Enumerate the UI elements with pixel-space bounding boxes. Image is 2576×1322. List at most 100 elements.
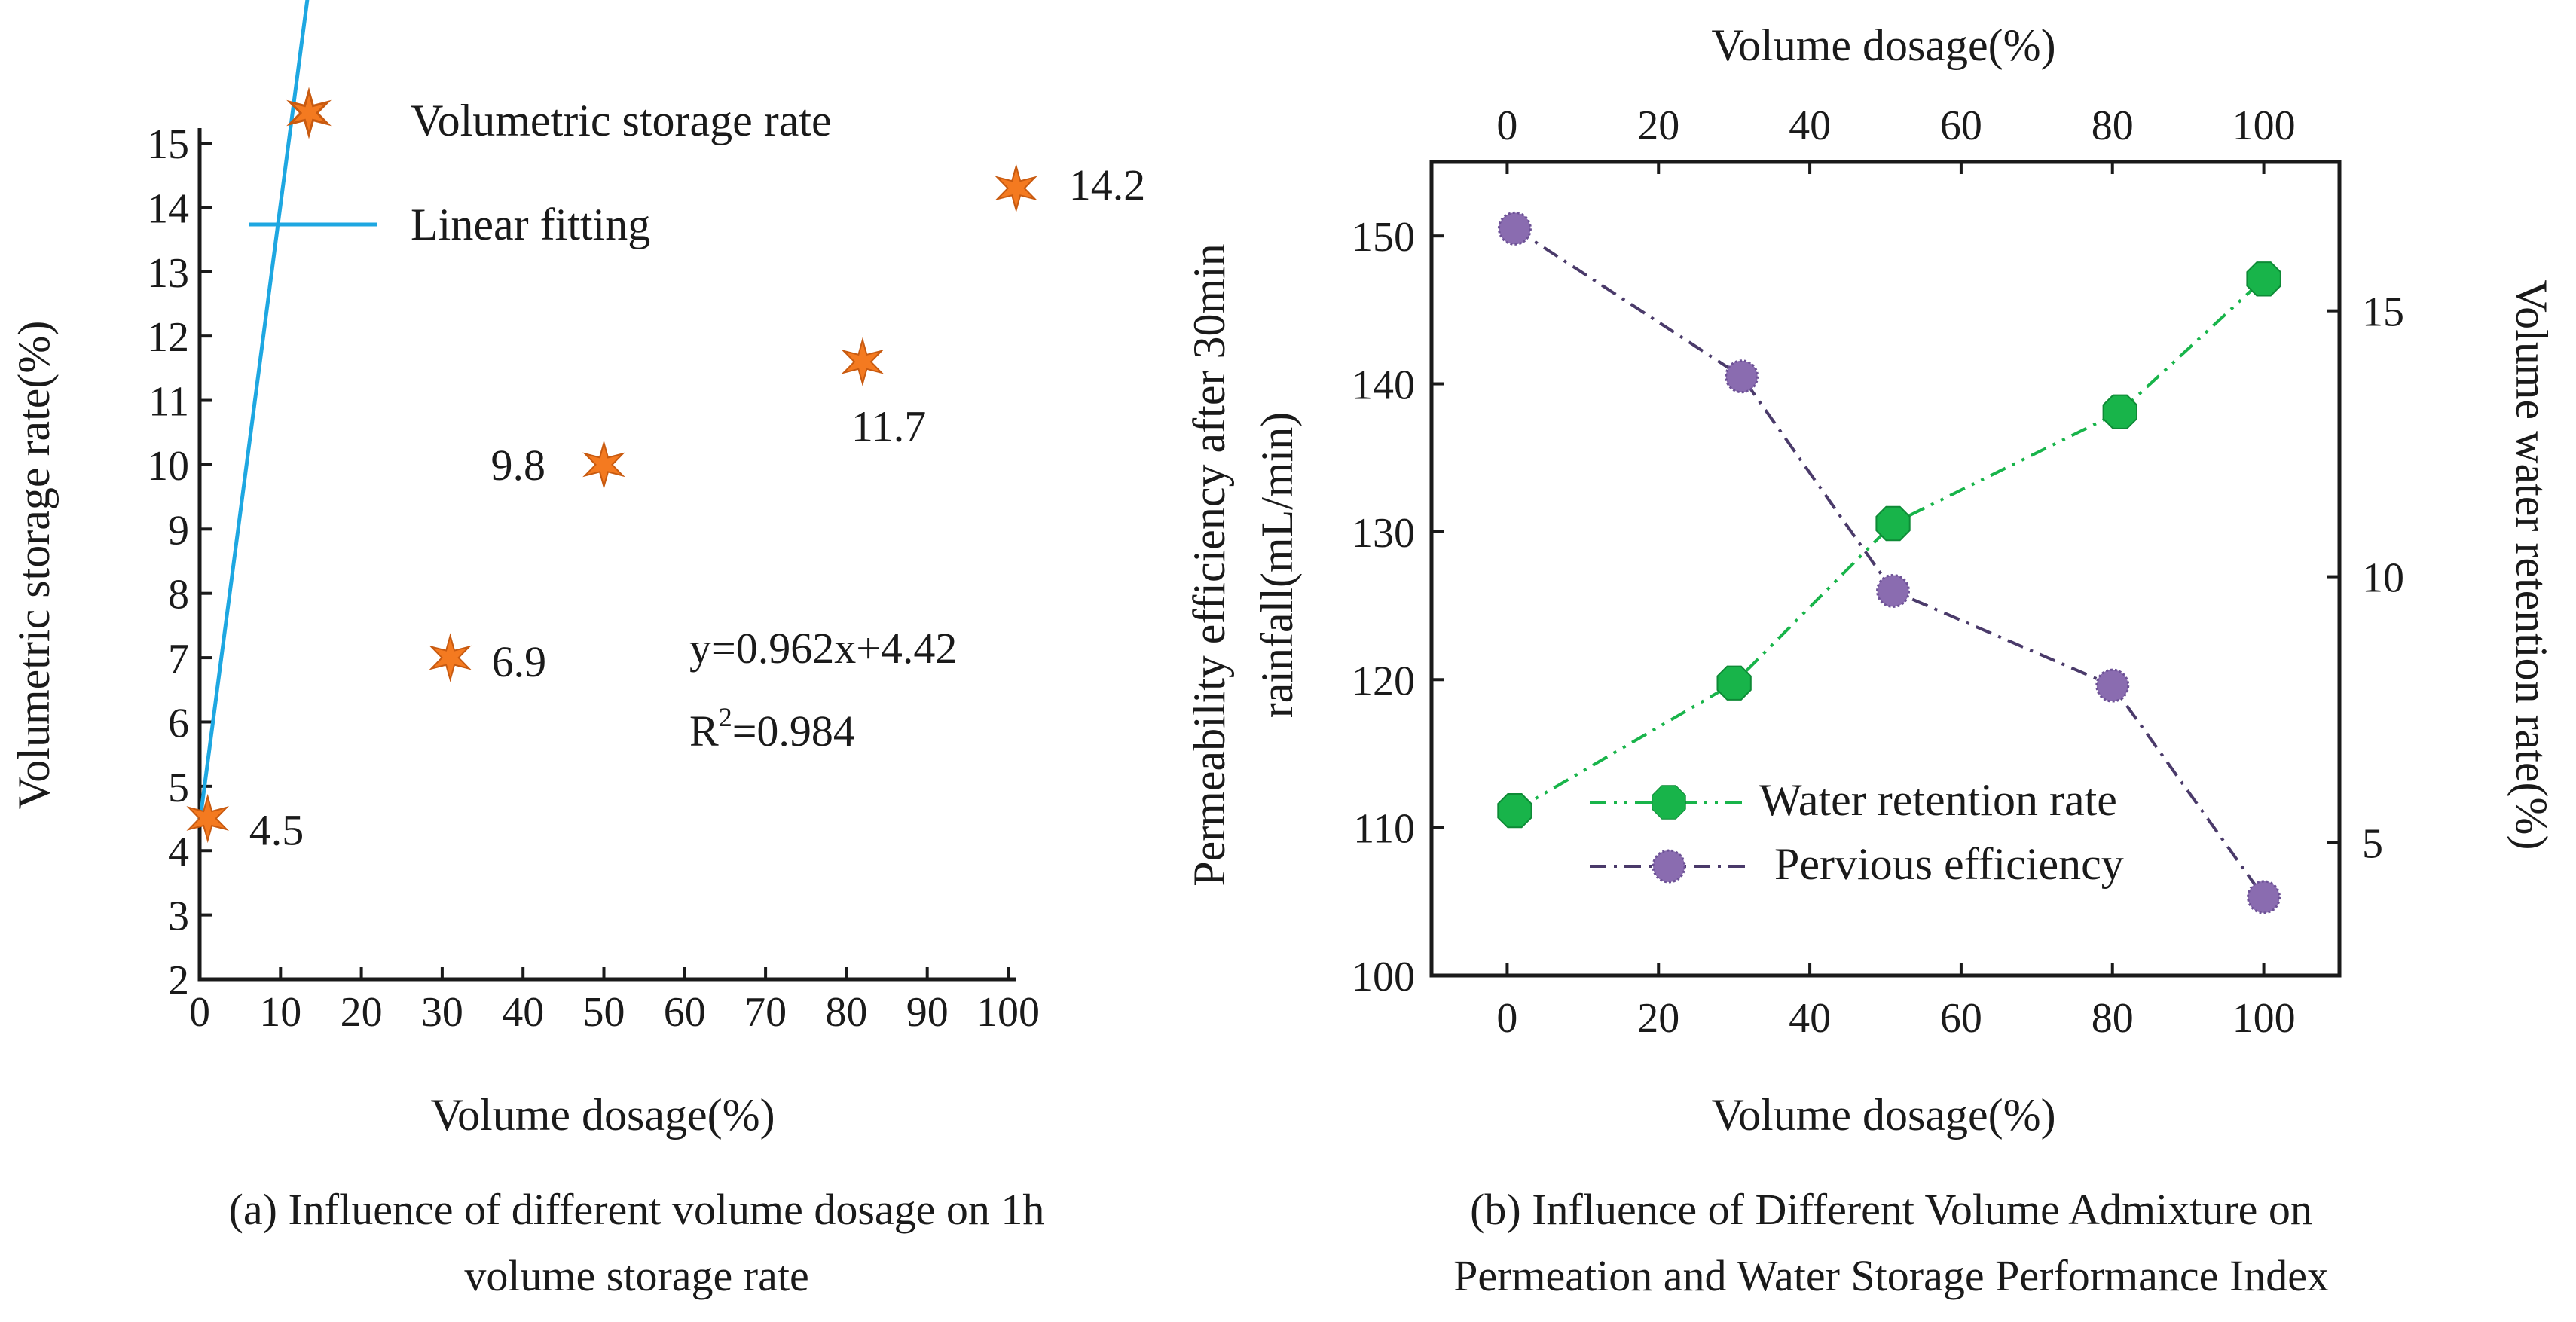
chart-a-y-tick-label: 5 <box>168 765 189 811</box>
chart-a-point-label: 9.8 <box>491 441 546 490</box>
chart-b-top-x-axis-label: Volume dosage(%) <box>1711 20 2055 70</box>
chart-b-y-axis-label-line-2: rainfall(mL/min) <box>1252 412 1302 719</box>
chart-b-y2-tick-label: 5 <box>2362 821 2383 868</box>
chart-b-x-tick-label: 100 <box>2232 995 2296 1042</box>
chart-b-y2-tick-label: 10 <box>2362 555 2404 602</box>
chart-a-x-tick-label: 80 <box>825 989 867 1036</box>
chart-b-pervious-efficiency-point <box>1725 359 1759 394</box>
chart-a-legend-line-label: Linear fitting <box>411 200 650 249</box>
chart-a-point <box>841 337 885 386</box>
chart-a-point-label: 6.9 <box>492 637 547 686</box>
chart-a: 0 10 20 30 40 50 60 70 80 90 100 2 3 4 5 6 7 8 9 10 11 12 13 1… <box>9 0 1145 1300</box>
chart-b-pervious-efficiency-point <box>2247 880 2281 914</box>
chart-a-y-tick-label: 7 <box>168 636 189 682</box>
chart-b-y2-axis-label: Volume water retention rate(%) <box>2507 280 2556 850</box>
chart-a-y-tick-label: 15 <box>147 121 189 168</box>
chart-a-points <box>186 163 1037 844</box>
chart-b-x-tick-label: 0 <box>1496 995 1517 1042</box>
chart-b-pervious-efficiency-point <box>2095 668 2130 703</box>
chart-b-water-retention-point <box>1497 793 1532 829</box>
chart-a-r2-sup: 2 <box>719 702 732 732</box>
chart-a-legend: Volumetric storage rate Linear fitting <box>249 87 832 249</box>
chart-a-y-tick-label: 4 <box>168 829 189 875</box>
chart-b-x-axis-label: Volume dosage(%) <box>1711 1090 2055 1140</box>
chart-b-top-x-tick-label: 60 <box>1940 102 1982 149</box>
chart-a-y-tick-label: 14 <box>147 185 189 232</box>
chart-a-y-tick-label: 9 <box>168 507 189 554</box>
chart-a-point <box>429 633 472 682</box>
chart-b-x-ticks: 0 20 40 60 80 100 <box>1496 963 2296 1042</box>
chart-a-y-tick-label: 10 <box>147 443 189 490</box>
chart-a-x-tick-label: 0 <box>189 989 210 1036</box>
chart-b-right-y-ticks: 5 10 15 <box>2327 289 2404 868</box>
chart-b-legend-water-label: Water retention rate <box>1759 775 2117 825</box>
chart-a-x-tick-label: 50 <box>583 989 625 1036</box>
chart-b-legend-pervious-marker <box>1652 849 1686 884</box>
chart-a-x-tick-label: 60 <box>664 989 706 1036</box>
chart-a-point-labels: 4.5 6.9 9.8 11.7 14.2 <box>249 160 1146 855</box>
chart-a-x-axis-label: Volume dosage(%) <box>430 1090 775 1140</box>
chart-a-y-tick-label: 13 <box>147 250 189 297</box>
chart-a-x-ticks: 0 10 20 30 40 50 60 70 80 90 100 <box>189 967 1040 1036</box>
chart-b-x-tick-label: 20 <box>1637 995 1679 1042</box>
chart-b-top-x-tick-label: 100 <box>2232 102 2296 149</box>
chart-a-caption-line-2: volume storage rate <box>464 1251 808 1300</box>
chart-a-legend-scatter-label: Volumetric storage rate <box>411 96 832 145</box>
chart-a-point-label: 11.7 <box>851 401 926 450</box>
chart-b-series-markers <box>1497 211 2281 914</box>
chart-b-top-x-tick-label: 0 <box>1496 102 1517 149</box>
chart-b-x-tick-label: 60 <box>1940 995 1982 1042</box>
chart-b-left-y-ticks: 100 110 120 130 140 150 <box>1352 214 1444 1000</box>
chart-b-y-tick-label: 110 <box>1353 806 1415 853</box>
chart-b-water-retention-point <box>1875 505 1911 542</box>
chart-a-r2: R2=0.984 <box>689 702 855 756</box>
chart-b-water-retention-point <box>2102 394 2137 429</box>
chart-a-axes <box>197 128 1016 982</box>
chart-a-x-tick-label: 70 <box>744 989 787 1036</box>
chart-b-top-x-tick-label: 40 <box>1789 102 1831 149</box>
chart-a-y-axis-label: Volumetric storage rate(%) <box>9 321 59 810</box>
chart-b-legend-pervious-label: Pervious efficiency <box>1774 839 2124 889</box>
chart-a-point-label: 14.2 <box>1069 160 1146 209</box>
chart-b-top-x-tick-label: 20 <box>1637 102 1679 149</box>
chart-a-caption-line-1: (a) Influence of different volume dosage… <box>229 1185 1045 1234</box>
chart-b: 0 20 40 60 80 100 0 20 40 60 80 100 100 110 120 130 14… <box>1184 20 2556 1300</box>
chart-a-x-tick-label: 40 <box>502 989 544 1036</box>
chart-a-point <box>995 163 1037 213</box>
chart-a-y-tick-label: 11 <box>148 379 189 426</box>
chart-b-y-axis-label-line-1: Permeability efficiency after 30min <box>1184 243 1234 887</box>
chart-b-caption-line-1: (b) Influence of Different Volume Admixt… <box>1470 1185 2312 1234</box>
chart-a-y-tick-label: 12 <box>147 314 189 361</box>
chart-b-x-tick-label: 80 <box>2092 995 2134 1042</box>
chart-a-x-tick-label: 90 <box>906 989 949 1036</box>
chart-b-y2-tick-label: 15 <box>2362 289 2404 336</box>
chart-a-point <box>186 793 229 844</box>
chart-a-point-label: 4.5 <box>249 806 304 855</box>
chart-a-legend-star-marker <box>286 87 332 139</box>
chart-b-y-tick-label: 100 <box>1352 954 1415 1000</box>
chart-b-water-retention-point <box>2246 261 2281 297</box>
chart-b-pervious-efficiency-point <box>1876 573 1911 608</box>
chart-b-legend-water-marker <box>1652 785 1686 820</box>
chart-a-x-tick-label: 20 <box>341 989 383 1036</box>
chart-b-pervious-efficiency-point <box>1497 211 1532 246</box>
chart-a-x-tick-label: 10 <box>259 989 301 1036</box>
chart-b-water-retention-point <box>1716 665 1752 701</box>
chart-a-point <box>582 440 625 490</box>
chart-a-y-tick-label: 6 <box>168 700 189 746</box>
chart-b-y-tick-label: 150 <box>1352 214 1415 261</box>
chart-b-top-x-tick-label: 80 <box>2092 102 2134 149</box>
chart-a-r2-value: =0.984 <box>732 707 855 756</box>
chart-b-y-tick-label: 130 <box>1352 510 1415 557</box>
chart-b-x-tick-label: 40 <box>1789 995 1831 1042</box>
chart-a-r2-base: R <box>689 707 719 756</box>
chart-a-y-tick-label: 8 <box>168 572 189 618</box>
chart-b-water-retention-line <box>1514 277 2265 812</box>
chart-b-caption-line-2: Permeation and Water Storage Performance… <box>1453 1251 2329 1300</box>
chart-b-frame <box>1429 160 2342 978</box>
chart-a-x-tick-label: 30 <box>421 989 463 1036</box>
chart-b-legend: Water retention rate Pervious efficiency <box>1590 775 2124 889</box>
chart-b-top-x-ticks: 0 20 40 60 80 100 <box>1496 102 2296 174</box>
